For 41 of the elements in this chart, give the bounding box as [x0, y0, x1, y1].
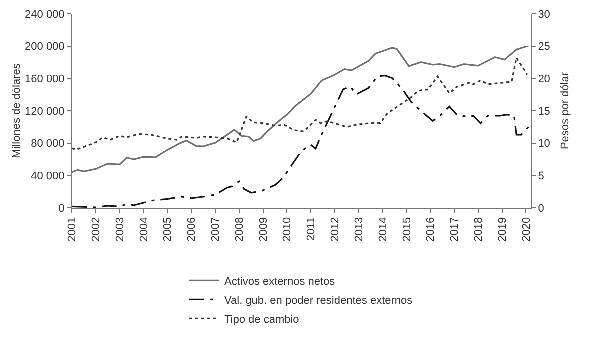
legend-label: Activos externos netos — [224, 276, 336, 288]
y2-tick-label: 25 — [538, 41, 550, 54]
y-tick-label: 160 000 — [25, 74, 65, 86]
y2-tick-label: 20 — [538, 74, 550, 86]
y2-tick-label: 5 — [538, 170, 544, 183]
x-tick-label: 2010 — [282, 217, 294, 242]
y-tick-label: 120 000 — [25, 106, 65, 118]
x-tick-label: 2011 — [306, 217, 318, 242]
x-tick-label: 2012 — [330, 217, 342, 242]
line-series — [72, 57, 528, 151]
y2-axis-title: Pesos por dólar — [560, 72, 572, 150]
x-tick-label: 2005 — [162, 217, 174, 242]
x-tick-label: 2015 — [401, 217, 414, 242]
x-tick-label: 2001 — [66, 217, 79, 242]
y-tick-label: 0 — [58, 202, 65, 215]
y-tick-label: 240 000 — [25, 8, 65, 21]
y-axis-title: Millones de dólares — [11, 63, 24, 158]
x-tick-label: 2016 — [425, 217, 438, 242]
x-tick-label: 2004 — [138, 217, 150, 242]
y2-tick-label: 10 — [538, 138, 550, 150]
y2-tick-label: 0 — [538, 202, 544, 215]
x-tick-label: 2008 — [234, 217, 246, 242]
x-tick-label: 2018 — [472, 217, 485, 242]
legend-label: Tipo de cambio — [224, 314, 300, 326]
x-tick-label: 2013 — [353, 217, 366, 242]
x-tick-label: 2014 — [377, 217, 390, 242]
x-tick-label: 2017 — [449, 217, 462, 242]
y2-tick-label: 30 — [538, 8, 550, 21]
y-tick-label: 200 000 — [25, 41, 65, 54]
x-tick-label: 2009 — [258, 217, 270, 242]
legend-label: Val. gub. en poder residentes externos — [224, 294, 414, 307]
x-tick-label: 2003 — [114, 217, 126, 242]
y-tick-label: 80 000 — [31, 138, 65, 150]
line-series — [72, 74, 530, 208]
y2-tick-label: 15 — [538, 106, 550, 118]
y-tick-label: 40 000 — [31, 170, 65, 183]
x-tick-label: 2006 — [186, 217, 198, 242]
x-tick-label: 2019 — [496, 217, 509, 242]
x-tick-label: 2020 — [520, 217, 533, 242]
x-tick-label: 2002 — [90, 217, 102, 242]
x-tick-label: 2007 — [210, 217, 222, 242]
